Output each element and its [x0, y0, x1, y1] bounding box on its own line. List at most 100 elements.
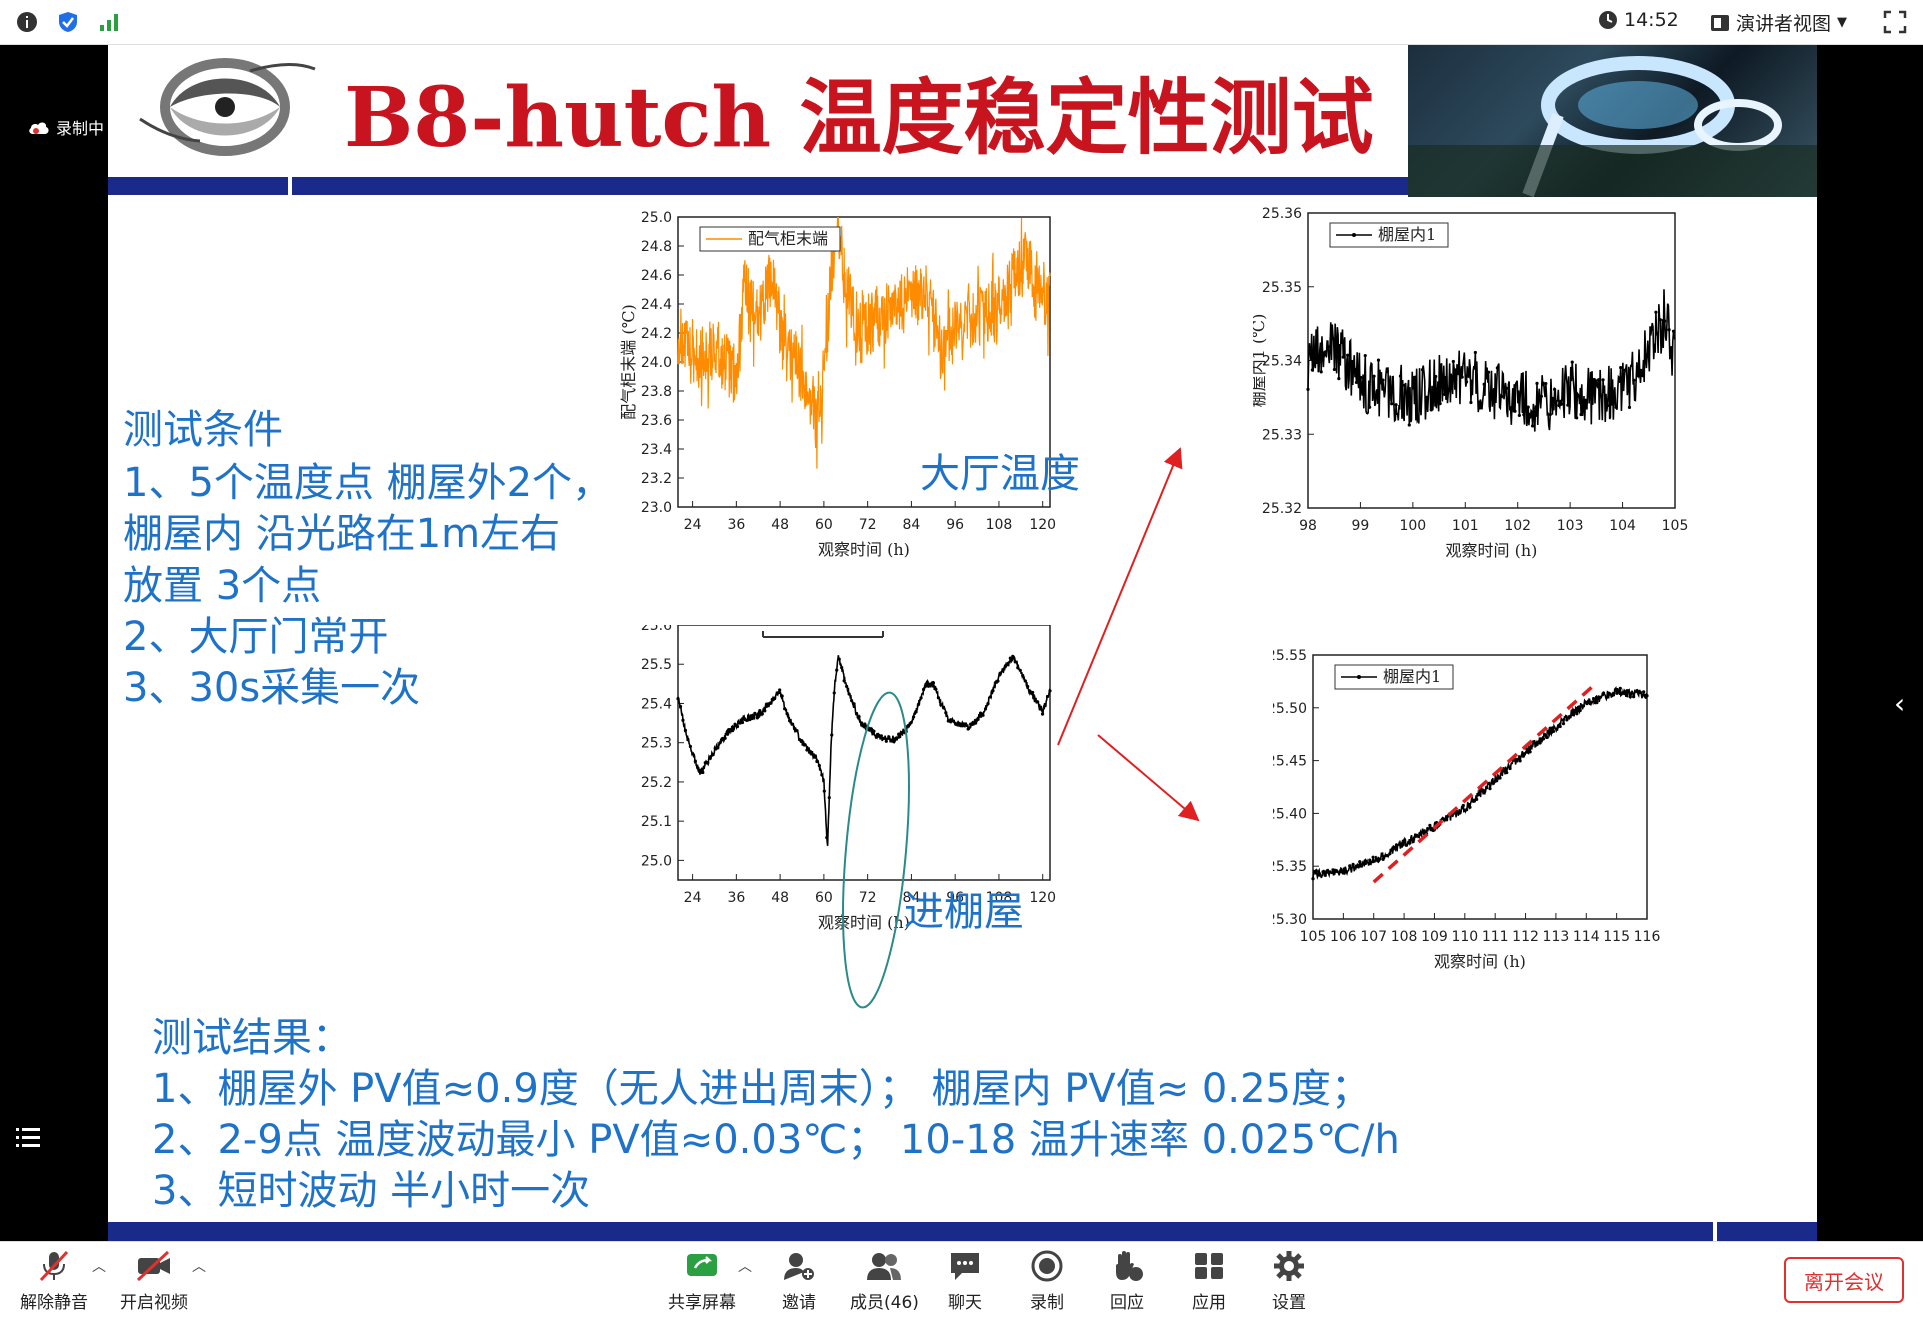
data-point [783, 707, 787, 711]
x-tick-label: 115 [1603, 929, 1630, 945]
data-point [755, 716, 759, 720]
settings-button[interactable]: 设置 [1272, 1250, 1306, 1313]
data-point [1654, 310, 1658, 314]
chevron-up-icon[interactable]: ︿ [92, 1259, 106, 1275]
data-point [1671, 329, 1676, 333]
fullscreen-icon[interactable] [1883, 10, 1907, 38]
x-tick-label: 72 [859, 517, 877, 533]
x-tick-label: 103 [1557, 518, 1584, 534]
data-point [1460, 375, 1464, 379]
data-point [1023, 679, 1027, 683]
data-point [807, 750, 812, 754]
data-point [800, 739, 804, 743]
data-point [1636, 374, 1640, 378]
data-point [1354, 380, 1359, 385]
x-tick-label: 84 [902, 890, 920, 906]
data-point [1473, 350, 1477, 355]
data-point [1628, 695, 1632, 699]
data-point [1555, 727, 1559, 731]
leave-meeting-button[interactable]: 离开会议 [1784, 1257, 1904, 1303]
y-tick-label: 25.50 [1273, 701, 1307, 717]
chevron-up-icon[interactable]: ︿ [738, 1259, 752, 1275]
y-tick-label: 25.55 [1273, 648, 1307, 664]
share-screen-button[interactable]: 共享屏幕 [668, 1250, 736, 1313]
x-tick-label: 120 [1029, 517, 1056, 533]
data-point [1583, 398, 1588, 402]
unmute-button[interactable]: 解除静音 [20, 1250, 88, 1313]
data-point [1404, 843, 1409, 847]
data-point [1408, 841, 1412, 845]
apps-button[interactable]: 应用 [1192, 1250, 1226, 1313]
data-point [1445, 818, 1449, 822]
data-point [1619, 366, 1623, 370]
y-tick-label: 25.34 [1262, 354, 1302, 370]
data-point [1328, 345, 1332, 349]
y-tick-label: 25.45 [1273, 754, 1307, 770]
data-point [678, 704, 683, 709]
data-point [1570, 360, 1574, 364]
data-point [1597, 378, 1601, 382]
data-point [1033, 699, 1037, 703]
data-point [1485, 786, 1489, 790]
data-point [743, 717, 747, 722]
data-point [1566, 403, 1570, 407]
data-point [1321, 870, 1325, 874]
data-point [1538, 741, 1542, 745]
data-point [1491, 781, 1495, 785]
data-point [1638, 690, 1642, 694]
signal-icon[interactable] [98, 11, 120, 33]
data-point [1610, 402, 1614, 406]
data-point [1341, 871, 1345, 875]
data-point [1021, 673, 1025, 678]
chat-button[interactable]: 聊天 [948, 1250, 982, 1313]
header-divider-bar [108, 177, 1408, 195]
data-point [1568, 715, 1572, 719]
legend-label: 配气柜末端 [748, 229, 828, 248]
data-point [1018, 668, 1022, 672]
data-point [1394, 843, 1399, 847]
data-point [954, 722, 958, 726]
data-point [1561, 722, 1566, 726]
data-point [1608, 692, 1612, 696]
data-point [1428, 823, 1432, 827]
x-tick-label: 48 [771, 517, 789, 533]
data-point [929, 682, 933, 686]
speaker-view-button[interactable]: 演讲者视图 ▼ [1710, 9, 1847, 36]
y-tick-label: 25.5 [641, 657, 672, 673]
data-point [976, 717, 980, 722]
y-tick-label: 25.33 [1262, 427, 1302, 443]
x-tick-label: 72 [859, 890, 877, 906]
facility-aerial-photo [1408, 45, 1817, 197]
data-point [944, 711, 948, 715]
series-line [1312, 686, 1648, 880]
data-point [1372, 374, 1376, 378]
y-tick-label: 23.8 [641, 384, 672, 400]
reaction-hand-icon [1116, 1251, 1143, 1281]
recording-indicator: 录制中 [28, 115, 104, 139]
y-axis-label: 棚屋内1 (℃) [1253, 314, 1268, 408]
data-point [939, 703, 943, 707]
data-point [1632, 378, 1636, 382]
record-button[interactable]: 录制 [1030, 1250, 1064, 1313]
chevron-up-icon[interactable]: ︿ [192, 1259, 206, 1275]
start-video-button[interactable]: 开启视频 [120, 1250, 188, 1313]
reactions-button[interactable]: 回应 [1110, 1250, 1144, 1313]
data-point [1412, 375, 1416, 380]
list-menu-icon[interactable] [14, 1124, 54, 1164]
data-point [832, 691, 836, 695]
shield-icon[interactable] [57, 11, 79, 33]
participants-button[interactable]: 成员(46) [850, 1250, 919, 1313]
result-line: 2、2-9点 温度波动最小 PV值≈0.03℃； 10-18 温升速率 0.02… [152, 1117, 1400, 1163]
data-point [1548, 412, 1552, 417]
chevron-left-icon[interactable]: ‹ [1894, 687, 1906, 720]
info-icon[interactable] [16, 11, 38, 33]
data-point [850, 698, 854, 703]
invite-button[interactable]: 邀请 [782, 1250, 816, 1313]
data-point [706, 761, 710, 765]
x-tick-label: 108 [1391, 929, 1418, 945]
data-point [728, 727, 732, 732]
data-point [802, 743, 807, 747]
data-point [815, 759, 819, 764]
x-tick-label: 105 [1662, 518, 1689, 534]
series-line [677, 655, 1051, 846]
